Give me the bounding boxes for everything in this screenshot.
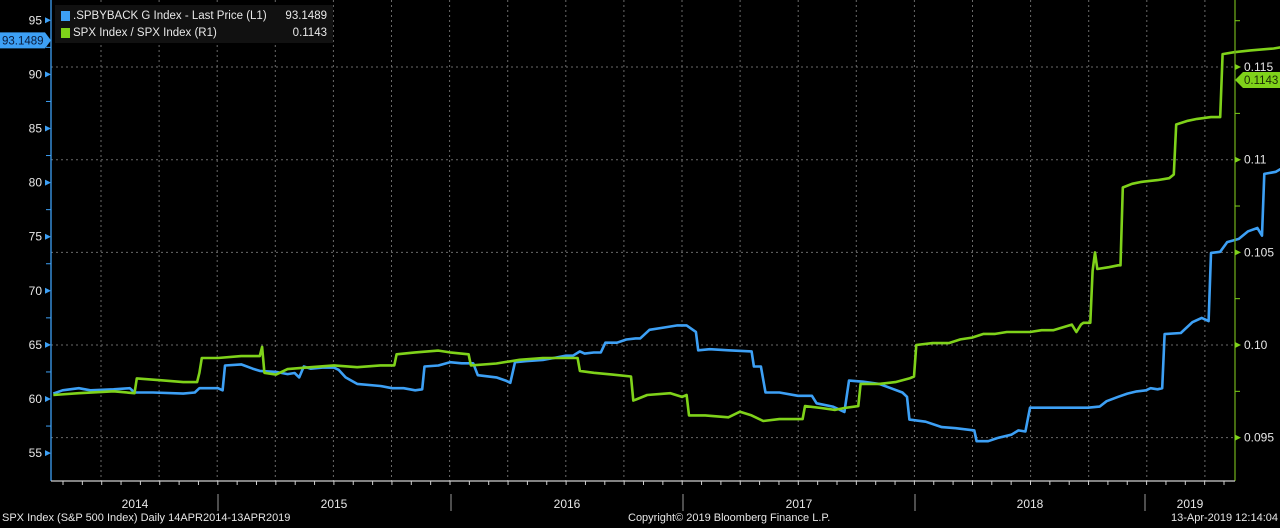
tick-arrow-icon — [1235, 64, 1241, 71]
tick-arrow-icon — [45, 450, 51, 457]
tick-arrow-icon — [45, 396, 51, 402]
vertical-gridlines — [100, 0, 1206, 481]
tick-arrow-icon — [1235, 434, 1241, 441]
series-line — [52, 167, 1280, 443]
right-tick-label: 0.095 — [1244, 431, 1274, 445]
legend-item-spbyback: .SPBYBACK G Index - Last Price (L1) 93.1… — [61, 8, 327, 24]
left-tick-label: 75 — [29, 230, 43, 244]
legend-value: 0.1143 — [292, 27, 327, 39]
x-tick-label: 2018 — [1017, 497, 1044, 511]
x-tick-label: 2014 — [122, 497, 149, 511]
last-value-label: 93.1489 — [2, 35, 44, 47]
x-axis-labels: 2014 2015 2016 2017 2018 2019 — [122, 494, 1204, 511]
tick-arrow-icon — [45, 287, 51, 294]
horizontal-gridlines — [51, 66, 1235, 439]
legend-value: 93.1489 — [285, 10, 327, 22]
left-tick-label: 55 — [29, 446, 43, 460]
footer-security-info: SPX Index (S&P 500 Index) Daily 14APR201… — [2, 512, 291, 524]
series-line — [53, 46, 1280, 423]
tick-arrow-icon — [45, 341, 51, 348]
x-tick-label: 2019 — [1177, 497, 1204, 511]
tick-arrow-icon — [1235, 249, 1241, 256]
tick-arrow-icon — [1235, 156, 1241, 163]
footer-copyright: Copyright© 2019 Bloomberg Finance L.P. — [628, 512, 831, 524]
left-tick-label: 65 — [29, 338, 43, 352]
footer-timestamp: 13-Apr-2019 12:14:04 — [1170, 512, 1278, 524]
right-tick-label: 0.105 — [1244, 245, 1274, 259]
left-tick-label: 70 — [29, 284, 43, 298]
last-value-label: 0.1143 — [1244, 75, 1278, 87]
legend-item-spx-ratio: SPX Index / SPX Index (R1) 0.1143 — [61, 25, 327, 41]
x-tick-label: 2016 — [554, 497, 581, 511]
tick-arrow-icon — [45, 125, 51, 132]
tick-arrow-icon — [45, 233, 51, 240]
right-tick-label: 0.115 — [1244, 60, 1273, 74]
left-tick-label: 95 — [29, 13, 43, 27]
legend-swatch-green — [61, 28, 70, 38]
last-value-badge — [0, 32, 51, 49]
left-last-value-badge: 93.1489 — [0, 32, 51, 49]
legend-swatch-blue — [61, 11, 70, 21]
x-axis-ticks — [62, 481, 1225, 485]
tick-arrow-icon — [45, 179, 51, 186]
legend-label: SPX Index / SPX Index (R1) — [73, 27, 217, 39]
x-tick-label: 2017 — [786, 497, 813, 511]
tick-arrow-icon — [1235, 342, 1241, 348]
right-last-value-badge: 0.1143 — [1235, 72, 1280, 89]
last-value-badge — [1235, 72, 1280, 89]
tick-arrow-icon — [45, 17, 51, 24]
series-layer — [52, 46, 1280, 443]
left-axis-ticks: 55 60 65 70 75 80 85 90 95 — [29, 13, 51, 460]
left-tick-label: 90 — [29, 67, 43, 81]
left-tick-label: 85 — [29, 122, 43, 136]
right-tick-label: 0.10 — [1244, 338, 1268, 352]
left-tick-label: 60 — [29, 392, 43, 406]
tick-arrow-icon — [45, 71, 51, 78]
right-tick-label: 0.11 — [1244, 153, 1267, 167]
legend-label: .SPBYBACK G Index - Last Price (L1) — [73, 10, 267, 22]
left-tick-label: 80 — [29, 176, 43, 190]
legend: .SPBYBACK G Index - Last Price (L1) 93.1… — [55, 5, 333, 43]
x-tick-label: 2015 — [321, 497, 348, 511]
right-axis-ticks: 0.095 0.10 0.105 0.11 0.115 — [1235, 20, 1274, 445]
